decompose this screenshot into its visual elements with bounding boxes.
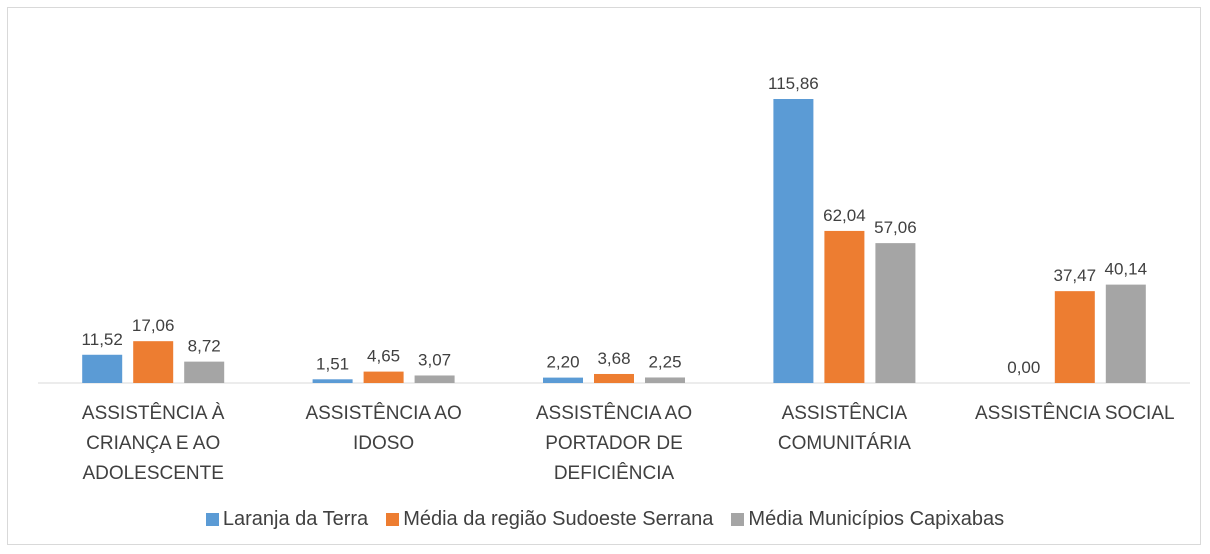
bar [824, 230, 865, 383]
x-tick-label: ASSISTÊNCIA À CRIANÇA E AO ADOLESCENTE [81, 403, 225, 484]
data-label: 115,86 [768, 74, 819, 93]
legend-item: Média Municípios Capixabas [731, 508, 1004, 531]
data-label: 1,51 [316, 354, 349, 373]
bar [133, 341, 174, 383]
data-label: 4,65 [367, 347, 400, 366]
data-label: 0,00 [1007, 358, 1040, 377]
bar [1105, 284, 1146, 383]
legend: Laranja da Terra Média da região Sudoeste… [0, 508, 1210, 531]
bar [543, 377, 583, 383]
data-label: 11,52 [82, 330, 123, 349]
bar [414, 375, 455, 383]
data-label: 40,14 [1105, 260, 1148, 279]
data-label: 2,20 [546, 353, 579, 372]
data-label: 62,04 [823, 206, 866, 225]
bar [773, 99, 814, 383]
x-tick-label: ASSISTÊNCIA AO IDOSO [305, 403, 462, 454]
legend-label: Laranja da Terra [222, 508, 369, 530]
bar [184, 361, 225, 383]
x-tick-label: ASSISTÊNCIA AO PORTADOR DE DEFICIÊNCIA [535, 403, 693, 484]
legend-label: Média Municípios Capixabas [748, 508, 1005, 530]
bar [82, 354, 123, 383]
data-label: 2,25 [648, 352, 681, 371]
data-label: 17,06 [132, 316, 175, 335]
bar [875, 243, 916, 383]
data-label: 3,07 [418, 350, 451, 369]
bar [594, 373, 634, 383]
data-label: 8,72 [188, 337, 221, 356]
chart-frame [7, 7, 1201, 545]
legend-label: Média da região Sudoeste Serrana [403, 508, 714, 530]
legend-item: Laranja da Terra [205, 508, 369, 531]
data-label: 37,47 [1054, 266, 1097, 285]
bar [1054, 291, 1095, 383]
legend-swatch [731, 513, 745, 526]
data-label: 57,06 [874, 218, 917, 237]
data-label: 3,68 [597, 349, 630, 368]
bar [645, 377, 685, 383]
legend-swatch [386, 513, 400, 526]
legend-item: Média da região Sudoeste Serrana [386, 508, 713, 531]
x-tick-label: ASSISTÊNCIA SOCIAL [975, 403, 1175, 424]
bar [363, 371, 404, 383]
bar [312, 379, 353, 383]
x-tick-label: ASSISTÊNCIA COMUNITÁRIA [777, 403, 911, 454]
legend-swatch [205, 513, 219, 526]
